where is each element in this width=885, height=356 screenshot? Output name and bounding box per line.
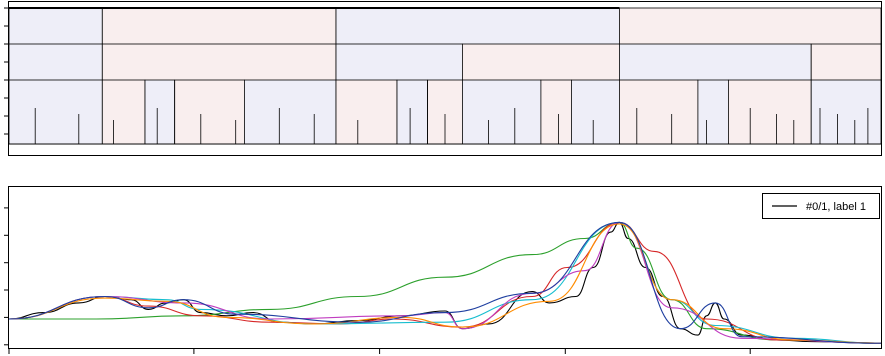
legend-label: #0/1, label 1 bbox=[806, 201, 866, 213]
series-line bbox=[8, 221, 882, 344]
icicle-cell bbox=[619, 79, 699, 145]
series-line bbox=[8, 221, 882, 344]
icicle-cell bbox=[571, 79, 620, 145]
series-line bbox=[8, 221, 882, 344]
icicle-cell bbox=[461, 79, 542, 145]
icicle-cell bbox=[8, 79, 103, 145]
line-x-ticks bbox=[8, 348, 751, 354]
line-frame bbox=[8, 186, 882, 349]
series-line bbox=[8, 223, 882, 344]
icicle-cell bbox=[728, 79, 812, 145]
icicle-cell bbox=[540, 79, 572, 145]
line-y-ticks bbox=[4, 207, 9, 346]
icicle-cell bbox=[396, 79, 428, 145]
series-line bbox=[8, 221, 882, 344]
legend: #0/1, label 1 bbox=[762, 193, 880, 219]
icicle-cell bbox=[101, 79, 146, 145]
icicle-y-ticks bbox=[4, 7, 9, 135]
icicle-cell bbox=[697, 79, 729, 145]
line-panel bbox=[8, 221, 882, 344]
icicle-cell bbox=[335, 79, 398, 145]
icicle-cell bbox=[243, 79, 337, 145]
series-line bbox=[8, 221, 882, 344]
icicle-cell bbox=[810, 79, 882, 145]
icicle-cell bbox=[144, 79, 176, 145]
icicle-cell bbox=[174, 79, 245, 145]
icicle-panel bbox=[8, 7, 882, 145]
icicle-frame bbox=[8, 1, 882, 156]
